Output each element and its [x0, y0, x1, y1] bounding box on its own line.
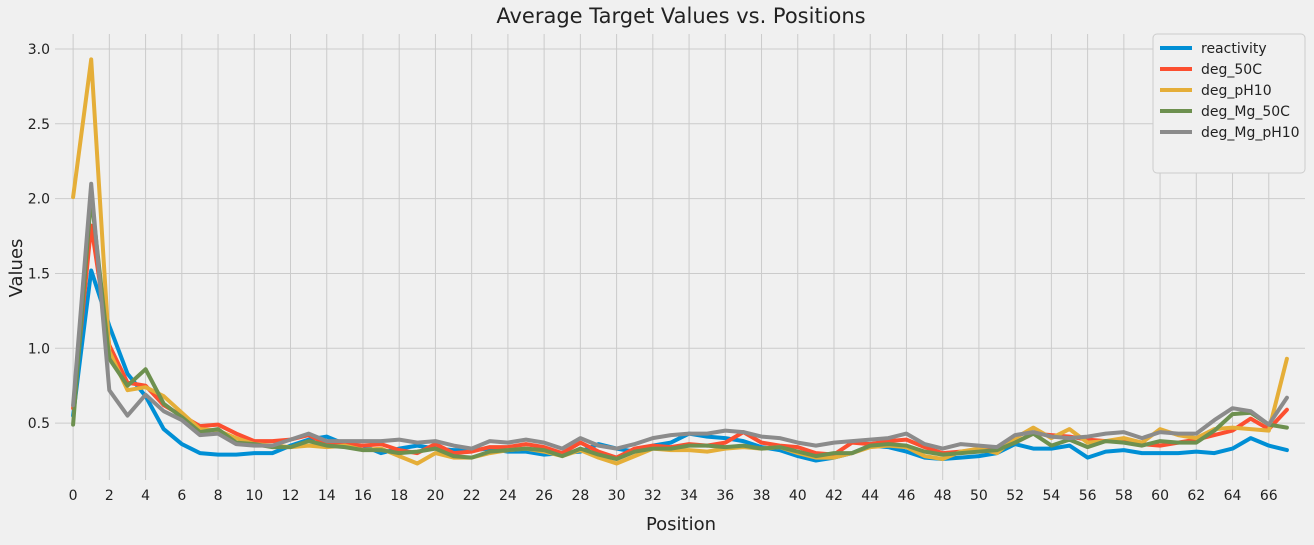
x-tick-label: 52	[1006, 488, 1024, 504]
x-tick-label: 20	[427, 488, 445, 504]
y-axis-label: Values	[6, 239, 27, 298]
x-tick-label: 44	[861, 488, 879, 504]
x-tick-label: 56	[1079, 488, 1097, 504]
x-tick-label: 64	[1224, 488, 1242, 504]
x-tick-labels: 0 2 4 6 8 10 12 14 16 18 20 22 24 26 28 30 32 34 36 38 40 42 4…	[69, 488, 1278, 504]
x-tick-label: 0	[69, 488, 78, 504]
y-tick-labels: 0.5 1.0 1.5 2.0 2.5 3.0	[28, 42, 50, 432]
x-tick-label: 34	[680, 488, 698, 504]
x-tick-label: 28	[571, 488, 589, 504]
x-tick-label: 30	[608, 488, 626, 504]
x-tick-label: 66	[1260, 488, 1278, 504]
x-tick-label: 8	[214, 488, 223, 504]
x-tick-label: 10	[245, 488, 263, 504]
x-tick-label: 38	[753, 488, 771, 504]
x-tick-label: 48	[934, 488, 952, 504]
x-tick-label: 12	[282, 488, 300, 504]
x-tick-label: 46	[898, 488, 916, 504]
x-tick-label: 2	[105, 488, 114, 504]
legend-label: deg_50C	[1201, 62, 1262, 78]
x-tick-label: 26	[535, 488, 553, 504]
x-tick-label: 54	[1042, 488, 1060, 504]
x-tick-label: 18	[390, 488, 408, 504]
x-tick-label: 14	[318, 488, 336, 504]
legend-label: reactivity	[1201, 41, 1267, 57]
x-tick-label: 40	[789, 488, 807, 504]
x-tick-label: 22	[463, 488, 481, 504]
x-tick-label: 50	[970, 488, 988, 504]
x-tick-label: 6	[177, 488, 186, 504]
legend-label: deg_Mg_50C	[1201, 104, 1290, 120]
legend-label: deg_Mg_pH10	[1201, 125, 1300, 141]
y-tick-label: 1.5	[28, 266, 50, 282]
y-tick-label: 3.0	[28, 42, 50, 58]
series-lines	[71, 57, 1289, 466]
grid	[55, 34, 1305, 480]
x-axis-label: Position	[646, 514, 716, 535]
series-line-deg-mg-ph10	[71, 181, 1289, 451]
legend-label: deg_pH10	[1201, 83, 1272, 99]
x-tick-label: 36	[716, 488, 734, 504]
series-line-deg-mg-50c	[71, 193, 1289, 461]
legend: reactivity deg_50C deg_pH10 deg_Mg_50C deg_M…	[1152, 33, 1306, 174]
series-line-reactivity	[71, 268, 1289, 463]
y-tick-label: 0.5	[28, 416, 50, 432]
y-tick-label: 1.0	[28, 341, 50, 357]
x-tick-label: 32	[644, 488, 662, 504]
y-tick-label: 2.0	[28, 192, 50, 208]
x-tick-label: 24	[499, 488, 517, 504]
x-tick-label: 16	[354, 488, 372, 504]
x-tick-label: 42	[825, 488, 843, 504]
x-tick-label: 62	[1187, 488, 1205, 504]
x-tick-label: 60	[1151, 488, 1169, 504]
chart-title: Average Target Values vs. Positions	[496, 4, 865, 28]
x-tick-label: 58	[1115, 488, 1133, 504]
x-tick-label: 4	[141, 488, 150, 504]
y-tick-label: 2.5	[28, 117, 50, 133]
